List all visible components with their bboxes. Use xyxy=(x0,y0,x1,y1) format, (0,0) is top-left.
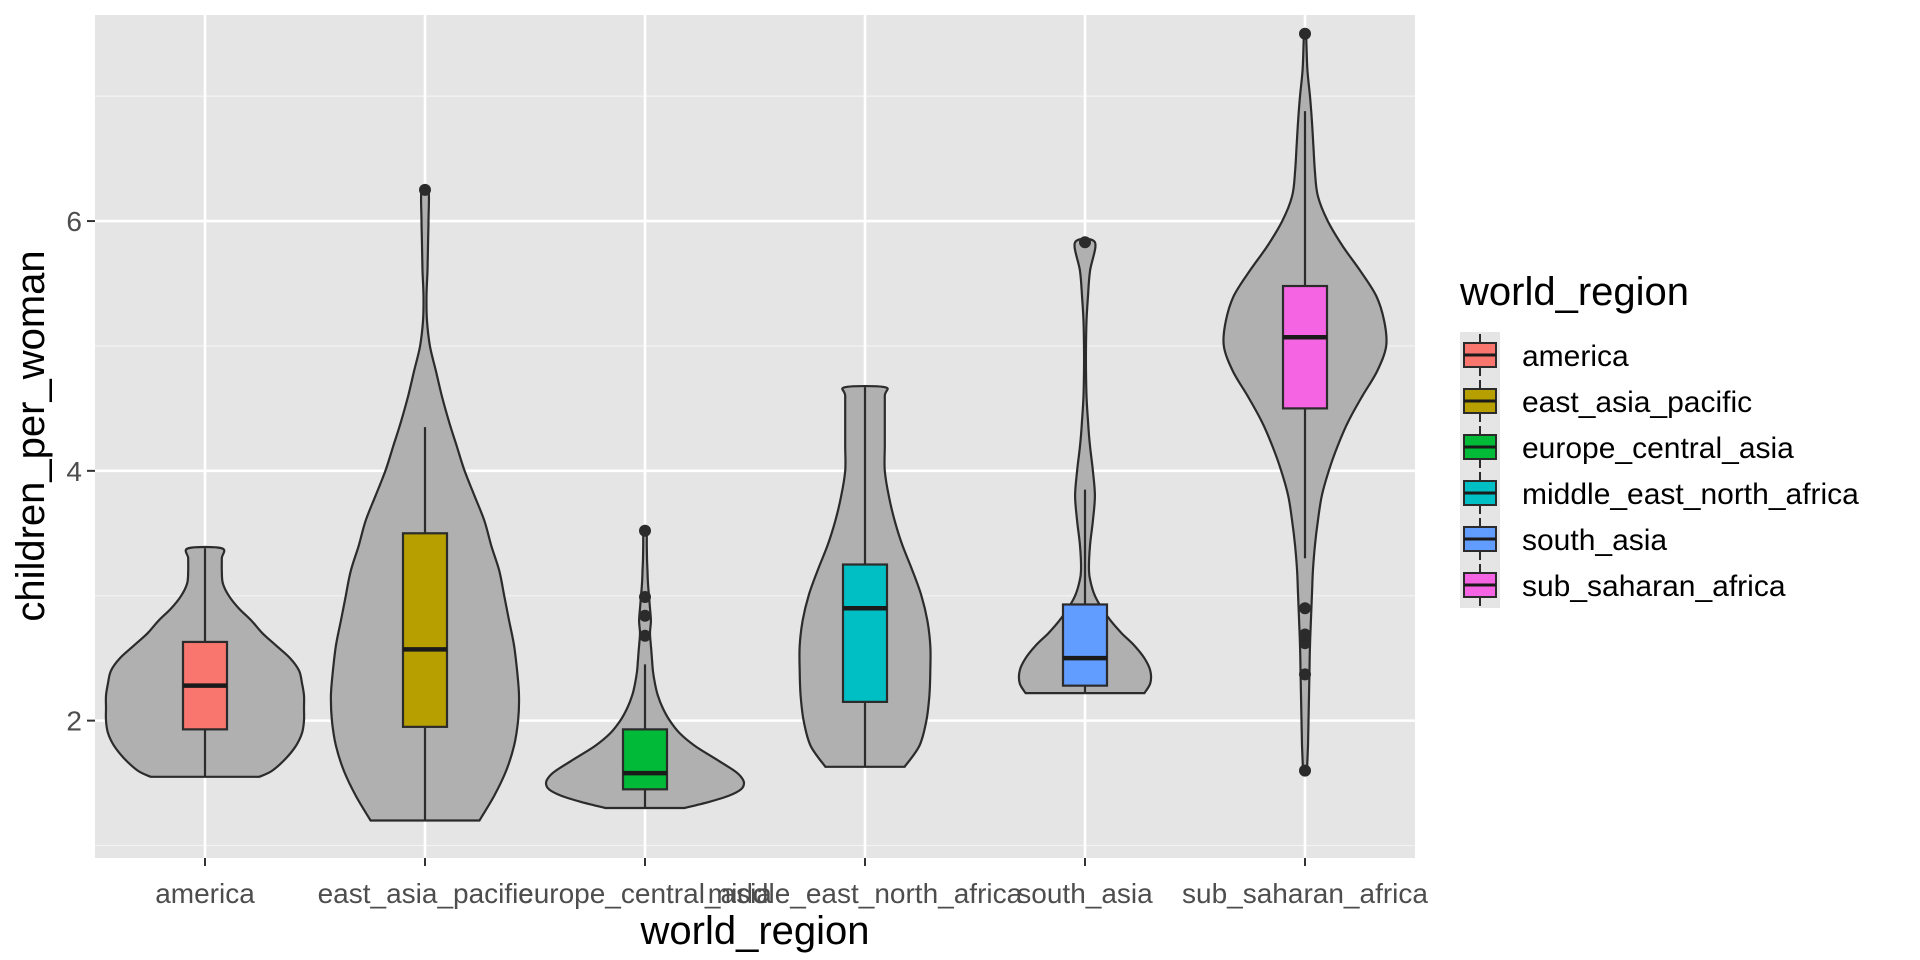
outlier-sub_saharan_africa xyxy=(1299,27,1311,40)
legend-title: world_region xyxy=(1459,270,1689,314)
legend-label: europe_central_asia xyxy=(1522,432,1794,465)
outlier-sub_saharan_africa xyxy=(1299,602,1311,615)
outlier-europe_central_asia xyxy=(639,629,651,642)
x-axis-title: world_region xyxy=(639,909,869,953)
legend-label: east_asia_pacific xyxy=(1522,386,1752,419)
y-tick-label: 6 xyxy=(66,206,82,237)
x-tick-label: east_asia_pacific xyxy=(318,878,533,909)
outlier-sub_saharan_africa xyxy=(1299,628,1311,641)
legend-label: middle_east_north_africa xyxy=(1522,478,1859,511)
plot-panel xyxy=(95,15,1415,858)
legend: world_region america east_asia_pacificeur… xyxy=(1459,270,1859,608)
x-tick-label: south_asia xyxy=(1017,878,1153,909)
legend-key-background xyxy=(1460,332,1500,608)
outlier-sub_saharan_africa xyxy=(1299,668,1311,681)
box-south_asia xyxy=(1061,603,1109,687)
x-tick-label: america xyxy=(155,878,255,909)
box-middle_east_north_africa xyxy=(841,563,889,703)
box-sub_saharan_africa xyxy=(1281,284,1329,410)
x-tick-label: middle_east_north_africa xyxy=(708,878,1023,909)
y-axis-title: children_per_woman xyxy=(9,250,53,621)
y-tick-label: 4 xyxy=(66,456,82,487)
box-europe_central_asia xyxy=(621,728,669,791)
legend-label: america xyxy=(1522,340,1629,373)
outlier-east_asia_pacific xyxy=(419,183,431,196)
violins xyxy=(104,27,1388,822)
x-axis: america east_asia_pacificeurope_central_a… xyxy=(155,858,1428,909)
x-tick-label: europe_central_asia xyxy=(518,878,772,909)
y-tick-label: 2 xyxy=(66,706,82,737)
outlier-sub_saharan_africa xyxy=(1299,764,1311,777)
minor-gridlines xyxy=(95,95,1415,847)
legend-label: sub_saharan_africa xyxy=(1522,570,1786,603)
x-tick-label: sub_saharan_africa xyxy=(1182,878,1428,909)
y-axis: 2 4 6 xyxy=(66,206,95,737)
outlier-south_asia xyxy=(1079,236,1091,249)
outlier-europe_central_asia xyxy=(639,609,651,622)
box-east_asia_pacific xyxy=(401,532,449,728)
outlier-europe_central_asia xyxy=(639,524,651,537)
outlier-sub_saharan_africa xyxy=(1299,637,1311,650)
outlier-europe_central_asia xyxy=(639,590,651,603)
legend-label: south_asia xyxy=(1522,524,1667,557)
